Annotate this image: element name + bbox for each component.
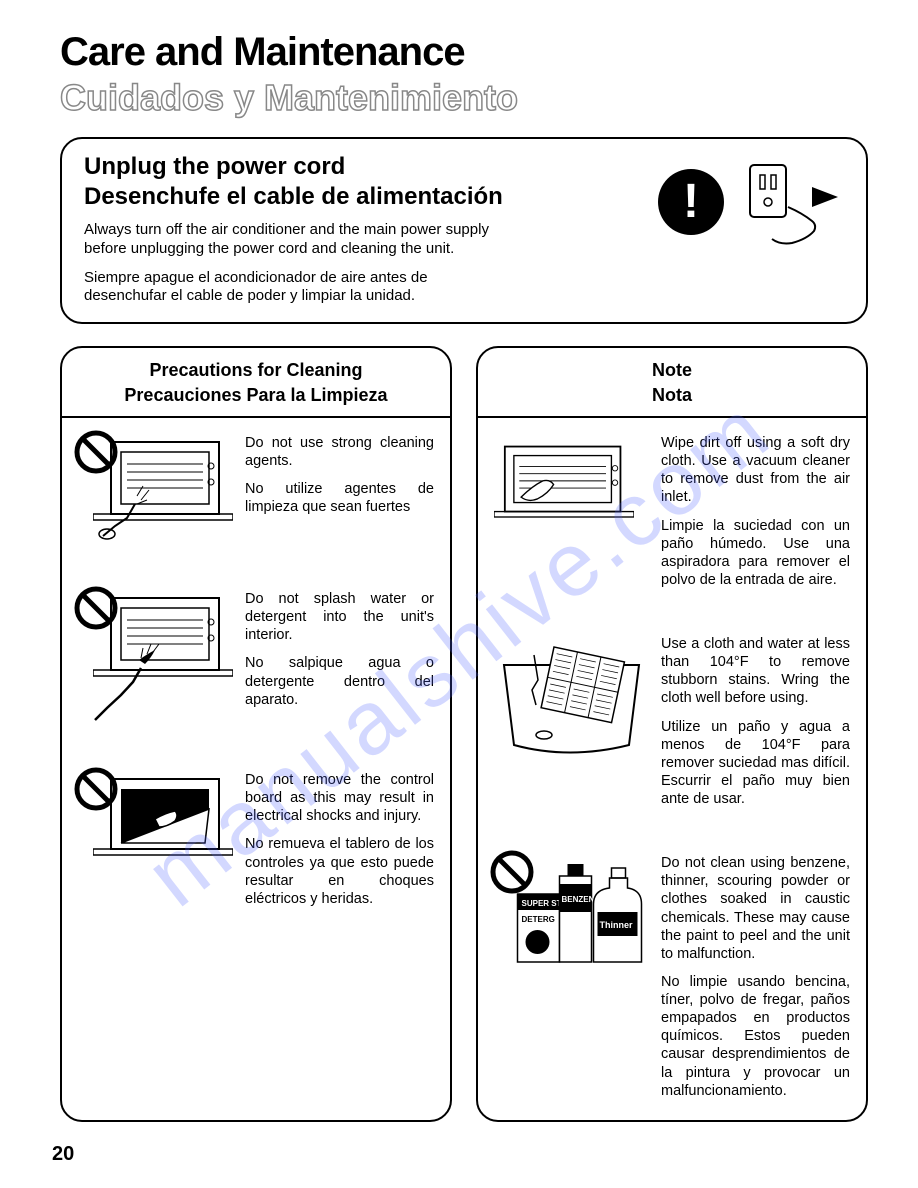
precaution-text-es: No salpique agua o detergente dentro del… [245,654,434,708]
page-title-es: Cuidados y Mantenimiento [60,77,868,119]
svg-text:Thinner: Thinner [600,920,633,930]
note-item: SUPER ST DETERG BENZENE Thinner Do [494,854,850,1100]
note-text-es: No limpie usando bencina, tíner, polvo d… [661,973,850,1100]
precautions-heading-es: Precauciones Para la Limpieza [72,385,440,406]
precaution-item: Do not splash water or detergent into th… [78,590,434,725]
note-item: Use a cloth and water at less than 104°F… [494,635,850,808]
sink-filter-illustration [494,635,649,765]
ac-wipe-illustration [494,434,634,544]
note-column: Note Nota [476,346,868,1122]
precaution-item: Do not use strong cleaning agents. No ut… [78,434,434,544]
precaution-text-es: No remueva el tablero de los controles y… [245,835,434,908]
precautions-column: Precautions for Cleaning Precauciones Pa… [60,346,452,1122]
precaution-text-en: Do not use strong cleaning agents. [245,434,434,470]
prohibit-icon [74,430,118,474]
unplug-body-es: Siempre apague el acondicionador de aire… [84,269,504,307]
prohibit-icon [74,767,118,811]
note-text-en: Do not clean using benzene, thinner, sco… [661,854,850,963]
page-title-en: Care and Maintenance [60,30,868,75]
precaution-text-en: Do not remove the control board as this … [245,771,434,825]
prohibit-icon [490,850,534,894]
precaution-item: Do not remove the control board as this … [78,771,434,908]
note-heading-en: Note [488,360,856,381]
precaution-text-es: No utilize agentes de limpieza que sean … [245,480,434,516]
svg-text:DETERG: DETERG [522,915,555,924]
exclamation-icon: ! [658,169,724,235]
unplug-body-en: Always turn off the air conditioner and … [84,221,504,259]
note-text-en: Use a cloth and water at less than 104°F… [661,635,850,708]
precaution-text-en: Do not splash water or detergent into th… [245,590,434,644]
note-text-en: Wipe dirt off using a soft dry cloth. Us… [661,434,850,507]
unplug-warning-box: Unplug the power cord Desenchufe el cabl… [60,137,868,324]
unplug-illustration [742,157,842,247]
note-item: Wipe dirt off using a soft dry cloth. Us… [494,434,850,589]
svg-text:SUPER ST: SUPER ST [522,899,562,908]
page-number: 20 [52,1143,74,1166]
note-heading-es: Nota [488,385,856,406]
note-text-es: Utilize un paño y agua a menos de 104°F … [661,718,850,809]
note-text-es: Limpie la suciedad con un paño húmedo. U… [661,517,850,590]
precautions-heading-en: Precautions for Cleaning [72,360,440,381]
prohibit-icon [74,586,118,630]
